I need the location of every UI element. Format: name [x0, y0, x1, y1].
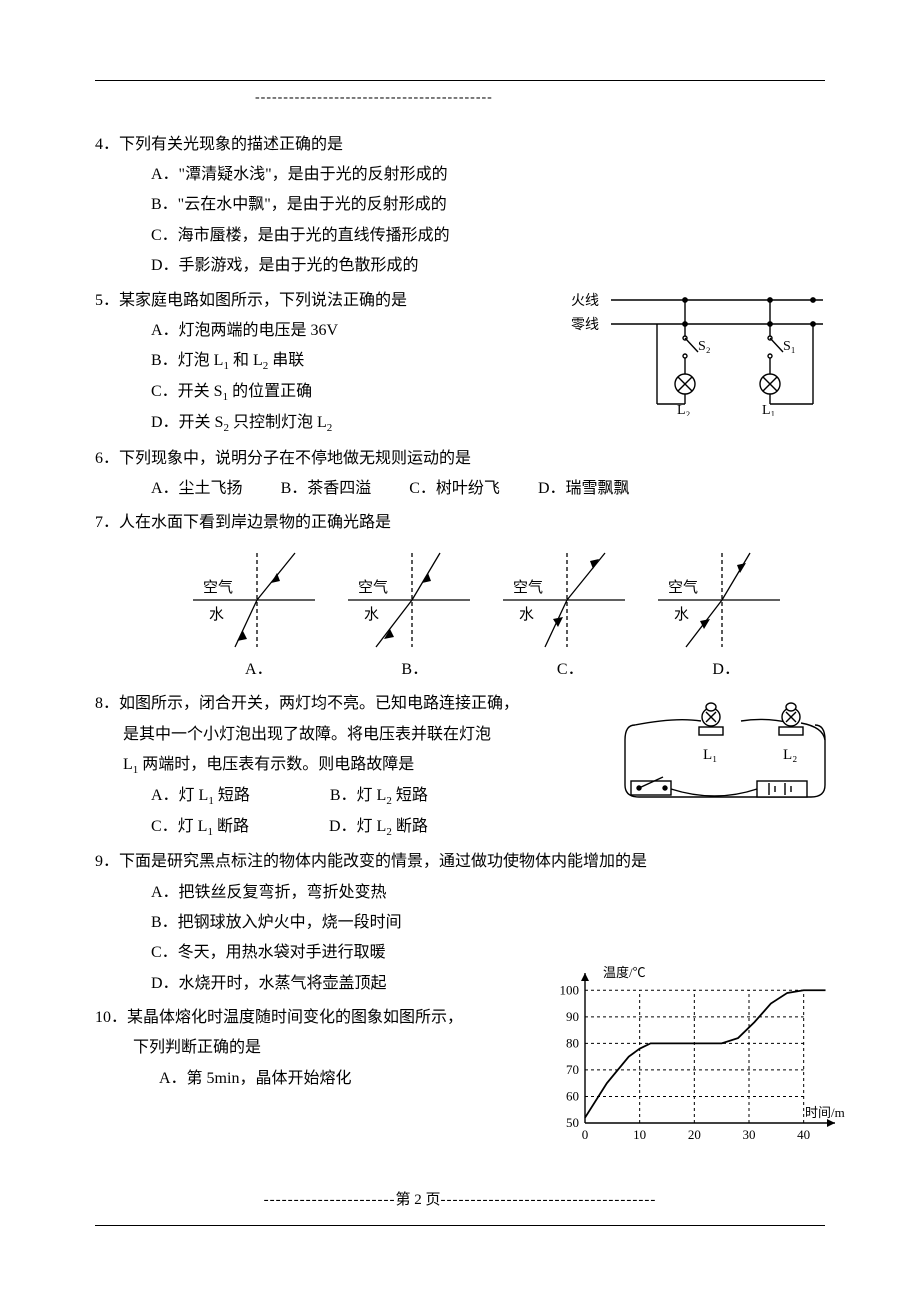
- q6-opt-d: D．瑞雪飘飘: [538, 474, 630, 504]
- svg-text:水: 水: [364, 606, 379, 623]
- q9-opt-b: B．把钢球放入炉火中，烧一段时间: [151, 908, 825, 938]
- svg-text:100: 100: [560, 982, 580, 997]
- q4-num: 4．: [95, 136, 119, 153]
- question-5: 火线 零线 S₂ S₁ L₂ L₁ 5．某家庭电路如图所示，下列说法正确的是 A…: [95, 286, 825, 440]
- svg-text:L₂: L₂: [783, 747, 797, 763]
- lamp-l1-label: L₁: [762, 403, 775, 416]
- svg-text:90: 90: [566, 1009, 579, 1024]
- q7-fig-a: 空气 水: [185, 545, 320, 655]
- question-6: 6．下列现象中，说明分子在不停地做无规则运动的是 A．尘土飞扬 B．茶香四溢 C…: [95, 444, 825, 505]
- svg-text:温度/℃: 温度/℃: [603, 965, 646, 980]
- q7-label-d: D．: [712, 655, 740, 685]
- svg-text:50: 50: [566, 1115, 579, 1130]
- svg-text:40: 40: [797, 1127, 810, 1142]
- svg-text:空气: 空气: [513, 579, 543, 596]
- q10-num: 10．: [95, 1009, 127, 1026]
- q8-opt-b: B．灯 L2 短路: [330, 781, 428, 812]
- q6-num: 6．: [95, 450, 119, 467]
- q4-opt-c: C．海市蜃楼，是由于光的直线传播形成的: [151, 221, 825, 251]
- neutral-wire-label: 零线: [571, 317, 599, 333]
- q10-stem-1: 某晶体熔化时温度随时间变化的图象如图所示，: [127, 1009, 463, 1026]
- svg-text:L₁: L₁: [703, 747, 717, 763]
- q8-circuit-figure: L₁ L₂: [615, 695, 835, 821]
- q4-opt-b: B．"云在水中飘"，是由于光的反射形成的: [151, 190, 825, 220]
- q8-opt-c: C．灯 L1 断路: [151, 812, 249, 843]
- q6-opt-b: B．茶香四溢: [281, 474, 372, 504]
- q4-opt-d: D．手影游戏，是由于光的色散形成的: [151, 251, 825, 281]
- svg-text:水: 水: [519, 606, 534, 623]
- lamp-l2-label: L₂: [677, 403, 691, 416]
- question-10: 0102030405060708090100温度/℃时间/min 10．某晶体熔…: [95, 1003, 825, 1164]
- live-wire-label: 火线: [571, 293, 599, 309]
- q7-label-b: B．: [401, 655, 428, 685]
- svg-text:空气: 空气: [203, 579, 233, 596]
- q6-opt-c: C．树叶纷飞: [409, 474, 500, 504]
- q7-label-c: C．: [557, 655, 584, 685]
- q8-stem-1: 如图所示，闭合开关，两灯均不亮。已知电路连接正确，: [119, 695, 519, 712]
- q7-num: 7．: [95, 514, 119, 531]
- question-8: L₁ L₂ 8．如图所示，闭合开关，两灯均不亮。已知电路连接正确， 是其中一个小…: [95, 689, 825, 843]
- q7-figures: 空气 水 空气 水: [95, 545, 825, 655]
- q5-circuit-figure: 火线 零线 S₂ S₁ L₂ L₁: [565, 286, 825, 416]
- q4-opt-a: A．"潭清疑水浅"，是由于光的反射形成的: [151, 160, 825, 190]
- switch-s1-label: S₁: [783, 339, 796, 354]
- page-footer: ----------------------第 2 页-------------…: [95, 1186, 825, 1215]
- svg-text:10: 10: [633, 1127, 646, 1142]
- q5-stem: 某家庭电路如图所示，下列说法正确的是: [119, 292, 407, 309]
- q9-opt-a: A．把铁丝反复弯折，弯折处变热: [151, 878, 825, 908]
- q9-stem: 下面是研究黑点标注的物体内能改变的情景，通过做功使物体内能增加的是: [119, 853, 647, 870]
- svg-text:时间/min: 时间/min: [805, 1105, 845, 1120]
- question-4: 4．下列有关光现象的描述正确的是 A．"潭清疑水浅"，是由于光的反射形成的 B．…: [95, 130, 825, 282]
- question-7: 7．人在水面下看到岸边景物的正确光路是 空气 水: [95, 508, 825, 685]
- svg-text:0: 0: [582, 1127, 589, 1142]
- q8-opt-a: A．灯 L1 短路: [151, 781, 250, 812]
- q8-opt-d: D．灯 L2 断路: [329, 812, 428, 843]
- q6-stem: 下列现象中，说明分子在不停地做无规则运动的是: [119, 450, 471, 467]
- svg-text:60: 60: [566, 1089, 579, 1104]
- svg-text:水: 水: [209, 606, 224, 623]
- q9-num: 9．: [95, 853, 119, 870]
- q5-num: 5．: [95, 292, 119, 309]
- q7-fig-b: 空气 水: [340, 545, 475, 655]
- q7-fig-c: 空气 水: [495, 545, 630, 655]
- svg-text:20: 20: [688, 1127, 701, 1142]
- top-dashes: ----------------------------------------…: [95, 85, 825, 112]
- switch-s2-label: S₂: [698, 339, 711, 354]
- q4-stem: 下列有关光现象的描述正确的是: [119, 136, 343, 153]
- svg-text:空气: 空气: [358, 579, 388, 596]
- q7-fig-d: 空气 水: [650, 545, 785, 655]
- q8-num: 8．: [95, 695, 119, 712]
- q6-opt-a: A．尘土飞扬: [151, 474, 243, 504]
- svg-text:水: 水: [674, 606, 689, 623]
- svg-text:70: 70: [566, 1062, 579, 1077]
- q7-label-a: A．: [245, 655, 273, 685]
- svg-text:80: 80: [566, 1035, 579, 1050]
- q10-melting-chart: 0 10 20 30 40 50 60 70 80 90 100 温度/℃ 时间/min: [545, 963, 845, 1164]
- svg-text:30: 30: [743, 1127, 756, 1142]
- svg-text:空气: 空气: [668, 579, 698, 596]
- q7-stem: 人在水面下看到岸边景物的正确光路是: [119, 514, 391, 531]
